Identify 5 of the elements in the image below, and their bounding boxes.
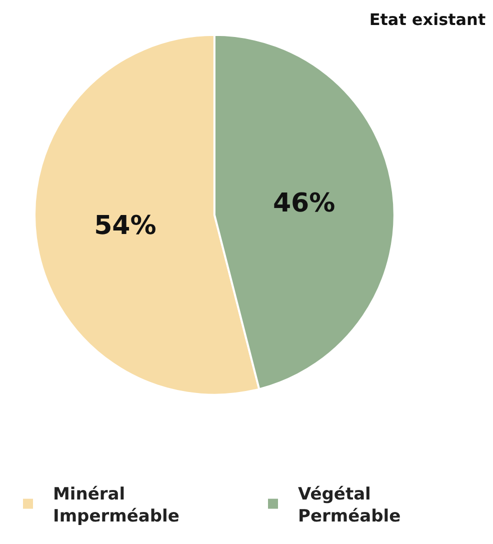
chart-title: Etat existant [369,10,486,29]
data-label: 46% [272,188,336,219]
legend-label: Minéral Imperméable [53,484,180,526]
legend-label: Végétal Perméable [298,484,401,526]
data-label: 54% [94,211,156,242]
